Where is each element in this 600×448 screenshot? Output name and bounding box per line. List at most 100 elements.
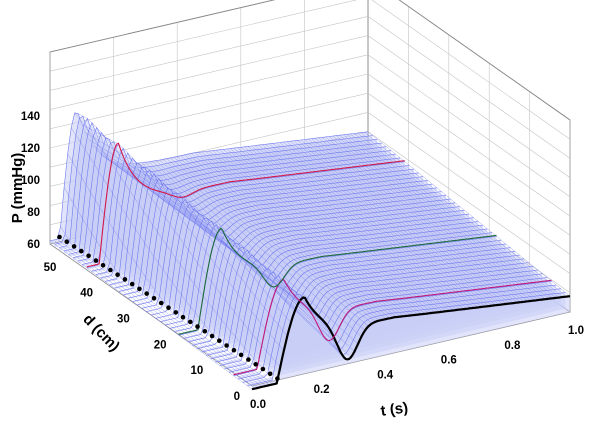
mesh-line-d [304, 139, 507, 305]
mesh-line-d [325, 136, 528, 302]
foot-marker [275, 376, 280, 381]
z-tick-label: 120 [21, 143, 40, 155]
mesh-line-d [219, 149, 422, 315]
mesh-line-d [194, 152, 398, 318]
mesh-line-d [233, 147, 436, 313]
mesh-line-d [268, 143, 472, 309]
mesh-line-d [247, 146, 451, 311]
mesh-line-d [208, 150, 412, 316]
mesh-line-d [222, 149, 426, 314]
grid-line [367, 73, 571, 217]
mesh-line-d [265, 144, 468, 309]
foot-marker [158, 300, 164, 306]
mesh-line-d [350, 133, 553, 299]
z-axis-title: P (mmHg) [9, 153, 26, 224]
mesh-line-d [353, 133, 557, 299]
foot-marker [115, 272, 120, 278]
mesh-line-d [81, 124, 284, 352]
mesh-line-d [293, 140, 496, 306]
mesh-line-d [187, 153, 390, 319]
mesh-line-d [138, 162, 341, 352]
foot-markers [57, 234, 280, 381]
foot-marker [217, 338, 222, 344]
z-tick-label: 60 [27, 239, 40, 251]
foot-marker [180, 314, 186, 320]
y-tick-label: 0 [234, 391, 240, 403]
highlight-lines [86, 142, 552, 376]
grid-line [49, 35, 369, 110]
x-tick-label: 0.8 [504, 340, 521, 352]
foot-marker [224, 343, 229, 348]
foot-marker [166, 305, 171, 311]
mesh-line-d [357, 132, 560, 298]
foot-marker [129, 281, 135, 287]
x-tick-label: 1.0 [568, 325, 584, 337]
mesh-line-d [360, 132, 564, 298]
foot-marker [79, 248, 84, 254]
foot-marker [93, 258, 99, 263]
foot-marker [246, 357, 251, 362]
mesh-line-d [49, 240, 253, 390]
grid-line [371, 0, 571, 140]
foot-marker [173, 310, 179, 315]
foot-marker [188, 319, 193, 325]
mesh-line-d [258, 144, 461, 310]
mesh-line-d [339, 135, 542, 300]
mesh-line-d [155, 160, 359, 345]
chart-walls [49, 0, 571, 387]
foot-marker [144, 291, 149, 296]
grid-line [367, 54, 571, 198]
grid-line [367, 131, 571, 274]
mesh-line-d [307, 138, 511, 304]
mesh-line-d [56, 239, 260, 388]
mesh-line-d [212, 150, 415, 316]
grid-line [49, 54, 369, 130]
x-tick-label: 0.6 [441, 355, 457, 367]
mesh-line-d [328, 136, 532, 302]
mesh-line-d [251, 145, 454, 311]
mesh-line-d [237, 147, 440, 313]
mesh-line-d [180, 155, 383, 320]
mesh-line-d [63, 187, 267, 387]
mesh-line-d [300, 139, 504, 305]
foot-marker [260, 366, 266, 372]
mesh-line-d [332, 135, 535, 301]
mesh-line-d [201, 151, 405, 317]
y-tick-label: 10 [190, 365, 203, 377]
mesh-line-d [74, 112, 277, 384]
mesh-line-d [244, 146, 447, 312]
foot-marker [253, 362, 258, 367]
mesh-line-d [215, 150, 419, 315]
foot-marker [231, 347, 237, 353]
mesh-line-d [85, 132, 288, 337]
mesh-line-d [318, 137, 521, 303]
highlight-line-45cm [86, 142, 405, 268]
mesh-line-d [191, 153, 394, 318]
mesh-line-d [346, 134, 549, 299]
y-tick-label: 20 [154, 339, 167, 351]
mesh-line-d [205, 151, 408, 316]
grid-line [49, 16, 369, 91]
mesh-line-d [184, 154, 387, 320]
foot-marker [71, 244, 77, 249]
mesh-line-d [297, 140, 500, 305]
mesh-line-d [159, 159, 362, 337]
mesh-line-d [272, 143, 475, 308]
mesh-line-d [261, 144, 465, 310]
mesh-line-d [53, 239, 256, 389]
top-frame [49, 0, 571, 121]
foot-marker [64, 239, 70, 244]
mesh-line-d [173, 157, 376, 322]
mesh-line-d [134, 163, 337, 344]
mesh-line-d [311, 138, 514, 304]
foot-marker [122, 277, 128, 282]
y-tick-label: 50 [44, 262, 57, 274]
z-tick-label: 100 [21, 175, 40, 187]
foot-marker [57, 234, 62, 240]
mesh-line-d [321, 137, 525, 302]
mesh-line-d [152, 161, 355, 352]
z-tick-label: 140 [21, 111, 40, 123]
x-axis-title: t (s) [380, 399, 410, 420]
z-tick-label: 80 [27, 207, 40, 219]
